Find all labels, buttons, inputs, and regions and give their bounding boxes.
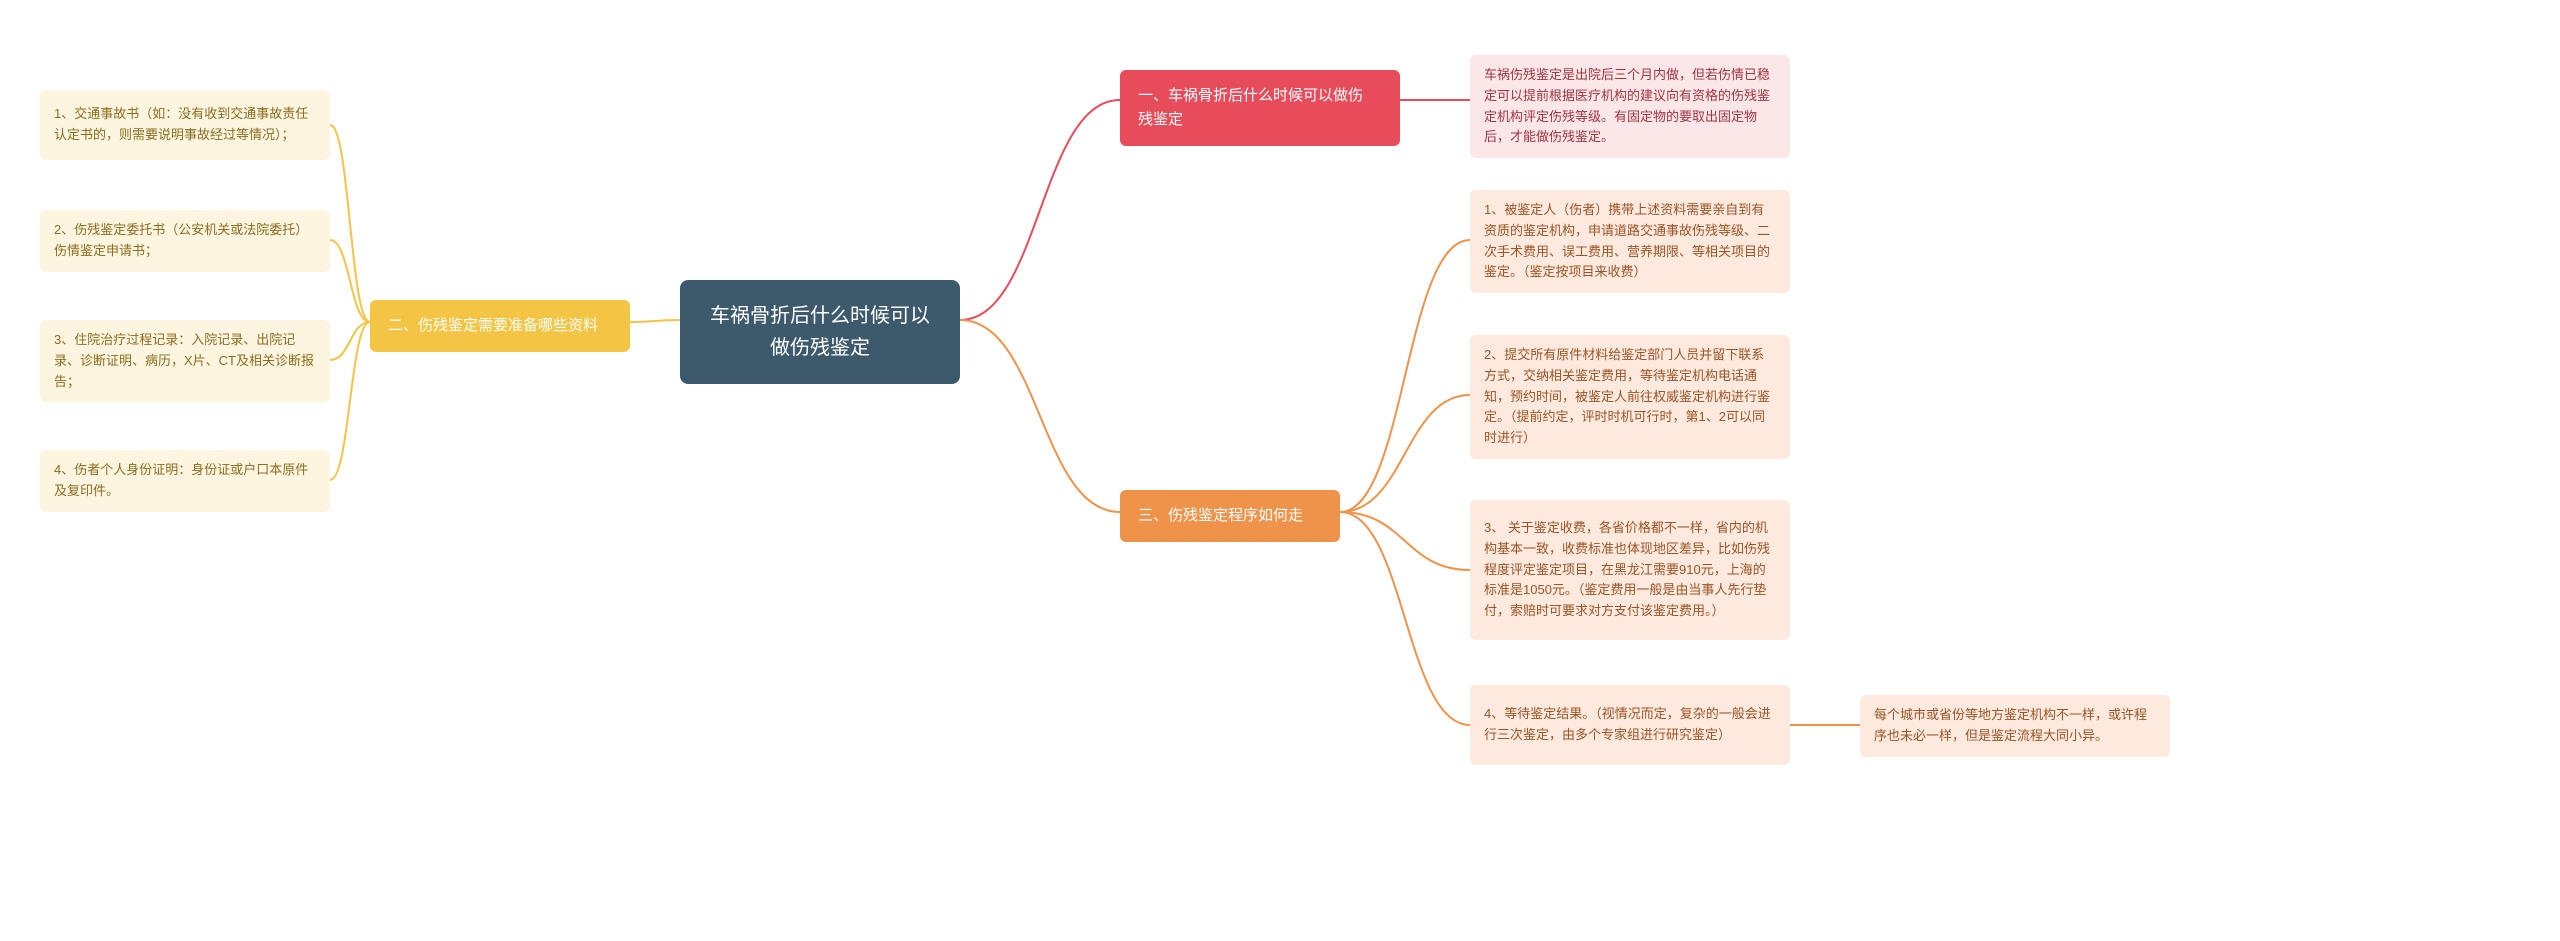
leaf-node-b2-3: 4、伤者个人身份证明：身份证或户口本原件及复印件。 — [40, 450, 330, 512]
leaf-node-b3-1: 2、提交所有原件材料给鉴定部门人员并留下联系方式，交纳相关鉴定费用，等待鉴定机构… — [1470, 335, 1790, 459]
center-node: 车祸骨折后什么时候可以做伤残鉴定 — [680, 280, 960, 384]
branch-node-b3: 三、伤残鉴定程序如何走 — [1120, 490, 1340, 542]
leaf-node-b2-1: 2、伤残鉴定委托书（公安机关或法院委托）伤情鉴定申请书； — [40, 210, 330, 272]
leaf-node-b3-0: 1、被鉴定人（伤者）携带上述资料需要亲自到有资质的鉴定机构，申请道路交通事故伤残… — [1470, 190, 1790, 293]
leaf-node-b1-0: 车祸伤残鉴定是出院后三个月内做，但若伤情已稳定可以提前根据医疗机构的建议向有资格… — [1470, 55, 1790, 158]
branch-node-b1: 一、车祸骨折后什么时候可以做伤残鉴定 — [1120, 70, 1400, 146]
leaf-node-b2-0: 1、交通事故书（如：没有收到交通事故责任认定书的，则需要说明事故经过等情况）； — [40, 90, 330, 160]
branch-node-b2: 二、伤残鉴定需要准备哪些资料 — [370, 300, 630, 352]
leaf-node-b3-2: 3、 关于鉴定收费，各省价格都不一样，省内的机构基本一致，收费标准也体现地区差异… — [1470, 500, 1790, 640]
leaf-node-b3-3: 4、等待鉴定结果。（视情况而定，复杂的一般会进行三次鉴定，由多个专家组进行研究鉴… — [1470, 685, 1790, 765]
subleaf-node-b3-3-0: 每个城市或省份等地方鉴定机构不一样，或许程序也未必一样，但是鉴定流程大同小异。 — [1860, 695, 2170, 757]
leaf-node-b2-2: 3、住院治疗过程记录：入院记录、出院记录、诊断证明、病历，X片、CT及相关诊断报… — [40, 320, 330, 402]
